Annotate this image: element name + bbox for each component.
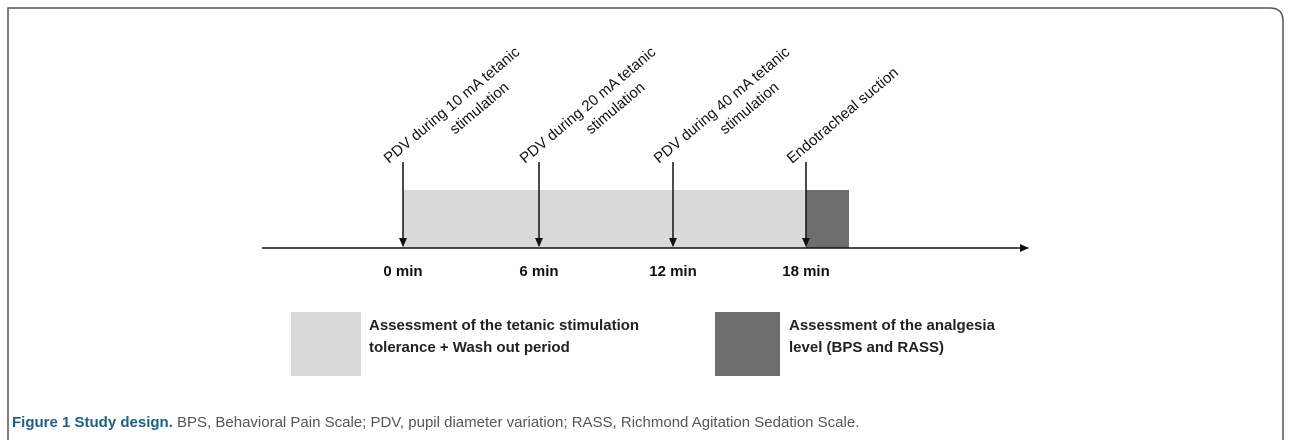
washout-period — [403, 190, 808, 248]
time-label: 12 min — [649, 263, 697, 280]
event-label-line: PDV during 40 mA tetanic — [651, 43, 794, 167]
time-label: 6 min — [519, 263, 558, 280]
event-label-line: PDV during 10 mA tetanic — [381, 43, 524, 167]
caption-text: BPS, Behavioral Pain Scale; PDV, pupil d… — [177, 414, 859, 431]
analgesia-period — [806, 190, 849, 248]
legend-text: Assessment of the analgesia — [789, 317, 996, 334]
legend-text: Assessment of the tetanic stimulation — [369, 317, 639, 334]
frame — [7, 7, 1284, 440]
time-label: 0 min — [383, 263, 422, 280]
event-label-line: Endotracheal suction — [784, 64, 902, 167]
legend-text: tolerance + Wash out period — [369, 339, 570, 356]
legend-text: level (BPS and RASS) — [789, 339, 944, 356]
caption: Figure 1 Study design. BPS, Behavioral P… — [12, 414, 859, 431]
time-label: 18 min — [782, 263, 830, 280]
event-label-line: PDV during 20 mA tetanic — [517, 43, 660, 167]
caption-label: Figure 1 Study design. — [12, 414, 173, 431]
legend-swatch — [715, 312, 780, 376]
event-label: Endotracheal suction — [784, 64, 902, 167]
legend-swatch — [291, 312, 361, 376]
